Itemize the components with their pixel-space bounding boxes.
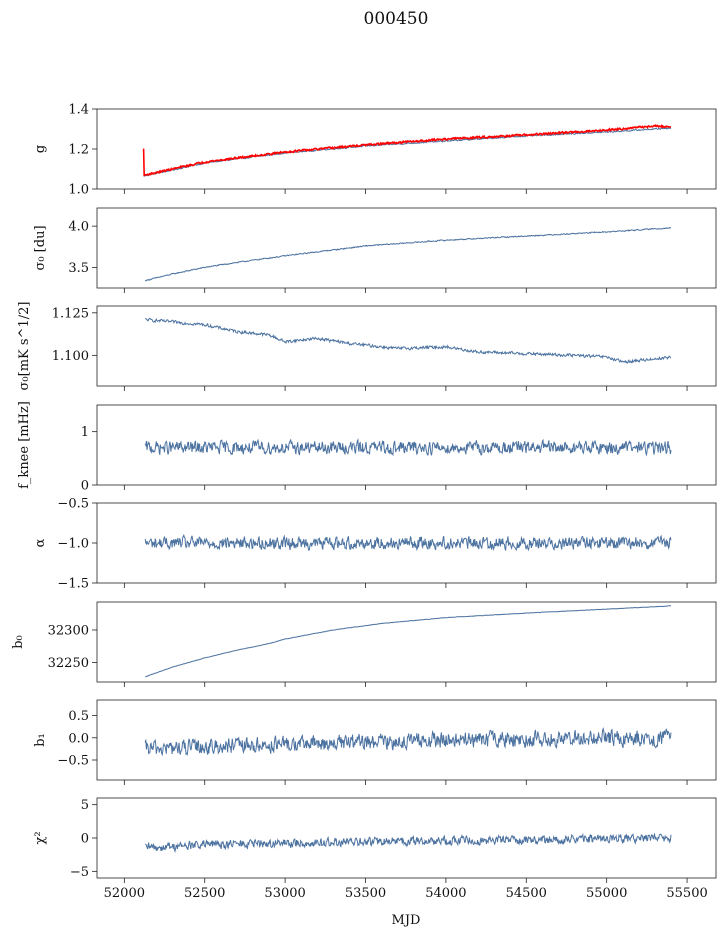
y-tick-label: −5 (70, 865, 89, 880)
figure-title: 000450 (364, 9, 429, 29)
x-tick-label: 55500 (666, 886, 707, 901)
y-tick-label: 32300 (48, 623, 89, 638)
series-line-2 (142, 123, 672, 177)
x-tick-label: 52000 (104, 886, 145, 901)
y-tick-label: 32250 (48, 656, 89, 671)
y-axis-label: g (33, 145, 48, 153)
y-axis-label: σ₀[mK s^1/2] (17, 302, 32, 391)
x-axis-label: MJD (392, 913, 421, 928)
series-line-1 (145, 605, 671, 678)
panel-5: −1.5 −1.0 −0.5 α (33, 497, 717, 592)
x-tick-label: 53500 (345, 886, 386, 901)
y-axis-label: σ₀ [du] (33, 225, 48, 270)
panels: 1.0 1.2 1.4 g 3.5 4.0 σ₀ [du] 1.100 1.125 σ₀[mK s… (11, 103, 717, 901)
y-tick-label: 1.4 (68, 103, 89, 118)
plot-frame (96, 305, 717, 387)
plot-frame (96, 699, 717, 781)
y-tick-label: 0 (81, 479, 89, 494)
series-line-1 (144, 726, 672, 757)
y-tick-label: 1 (81, 425, 89, 440)
plot-frame (96, 404, 717, 486)
y-axis-label: χ² (33, 831, 48, 844)
y-tick-label: 0 (81, 832, 89, 847)
series-line-1 (145, 317, 671, 364)
y-axis-label: b₁ (33, 733, 48, 747)
plot-frame (96, 108, 717, 190)
panel-1: 1.0 1.2 1.4 g (33, 103, 717, 198)
y-tick-label: 3.5 (68, 261, 89, 276)
y-axis-label: f_knee [mHz] (17, 401, 32, 489)
x-tick-label: 52500 (184, 886, 225, 901)
series-line-1 (144, 226, 672, 282)
x-tick-label: 54500 (506, 886, 547, 901)
panel-4: 0 1 f_knee [mHz] (17, 401, 717, 494)
x-tick-label: 55000 (586, 886, 627, 901)
series-line-1 (145, 832, 672, 854)
y-axis-label: α (33, 538, 48, 547)
y-tick-label: 1.100 (52, 349, 89, 364)
y-tick-label: 1.0 (68, 183, 89, 198)
y-tick-label: 5 (81, 798, 89, 813)
y-tick-label: −0.5 (57, 754, 89, 769)
y-tick-label: −0.5 (57, 497, 89, 512)
y-tick-label: −1.0 (57, 537, 89, 552)
y-tick-label: 0.5 (68, 709, 89, 724)
y-tick-label: 1.2 (68, 143, 89, 158)
panel-2: 3.5 4.0 σ₀ [du] (33, 207, 717, 293)
series-line-1 (143, 127, 672, 177)
y-tick-label: −1.5 (57, 577, 89, 592)
panel-6: 32250 32300 b₀ (11, 601, 717, 687)
x-tick-label: 53000 (264, 886, 305, 901)
y-tick-label: 1.125 (52, 306, 89, 321)
panel-3: 1.100 1.125 σ₀[mK s^1/2] (17, 302, 717, 391)
series-line-1 (144, 438, 672, 457)
y-axis-label: b₀ (11, 635, 26, 649)
y-tick-label: 0.0 (68, 731, 89, 746)
x-tick-label: 54000 (425, 886, 466, 901)
plot-frame (96, 207, 717, 289)
panel-7: −0.5 0.0 0.5 b₁ (33, 699, 717, 785)
series-line-1 (144, 534, 672, 552)
y-tick-label: 4.0 (68, 220, 89, 235)
plot-frame (96, 601, 717, 683)
plot-frame (96, 797, 717, 879)
panel-8: 52000 52500 53000 53500 54000 54500 55000 55500… (33, 797, 717, 901)
